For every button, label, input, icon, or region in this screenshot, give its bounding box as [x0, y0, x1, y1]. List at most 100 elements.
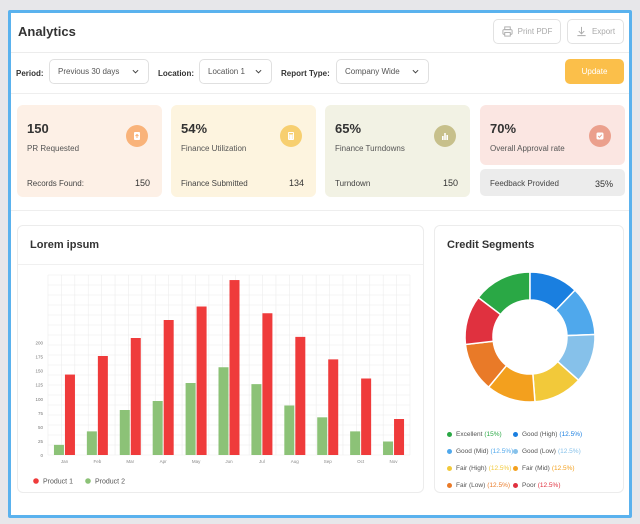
export-label: Export	[591, 27, 616, 36]
stat-foot-label: Records Found:	[27, 179, 84, 188]
download-icon	[577, 26, 586, 37]
legend-label: Fair (High) (12.5%)	[456, 465, 512, 472]
legend-swatch	[447, 449, 452, 454]
stat-foot-value: 35%	[594, 179, 613, 189]
analytics-window: Analytics Print PDF Export Period: Previ…	[8, 10, 632, 518]
legend-percent: (12.5%)	[537, 482, 561, 489]
credit-segments-panel: Credit Segments Excellent (15%) Good (High…	[434, 225, 624, 493]
stat-value: 150	[27, 121, 49, 136]
legend-label: Fair (Mid) (12.5%)	[522, 465, 575, 472]
legend-swatch	[85, 478, 91, 484]
export-button[interactable]: Export	[567, 19, 624, 44]
donut-chart	[464, 272, 596, 403]
location-select[interactable]: Location 1	[199, 59, 272, 84]
page-title: Analytics	[18, 24, 76, 39]
y-tick-label: 125	[35, 383, 43, 388]
chevron-down-icon	[255, 69, 262, 74]
feedback-provided-row: Feedback Provided 35%	[480, 169, 625, 196]
calculator-icon	[280, 125, 302, 147]
bar-product-1	[328, 359, 339, 455]
legend-percent: (15%)	[484, 431, 502, 438]
donut-legend-item: Good (High) (12.5%)	[513, 431, 582, 438]
donut-legend-item: Good (Low) (12.5%)	[513, 448, 581, 455]
legend-label: Good (Mid) (12.5%)	[456, 448, 514, 455]
stat-label: Finance Utilization	[181, 144, 247, 153]
bar-product-1	[130, 338, 141, 455]
print-pdf-button[interactable]: Print PDF	[493, 19, 561, 44]
x-tick-label: May	[192, 459, 201, 464]
stat-card-approval-rate: 70% Overall Approval rate Feedback Provi…	[480, 105, 625, 196]
x-tick-label: Nov	[390, 459, 399, 464]
legend-percent: (12.5%)	[488, 465, 512, 472]
bar-product-1	[361, 378, 372, 455]
bar-chart-icon	[434, 125, 456, 147]
legend-label: Excellent (15%)	[456, 431, 502, 438]
y-tick-label: 0	[40, 453, 43, 458]
donut-legend-item: Fair (Mid) (12.5%)	[513, 465, 575, 472]
stat-label: PR Requested	[27, 144, 80, 153]
panel-divider	[18, 264, 423, 265]
donut-legend-item: Poor (12.5%)	[513, 482, 561, 489]
stat-value: 54%	[181, 121, 208, 136]
legend-swatch	[447, 432, 452, 437]
y-tick-label: 50	[38, 425, 44, 430]
legend-swatch	[447, 466, 452, 471]
chevron-down-icon	[412, 69, 419, 74]
bar-product-2	[350, 431, 361, 455]
top-bar: Analytics Print PDF Export	[11, 13, 629, 53]
bar-product-1	[229, 280, 240, 455]
y-tick-label: 25	[38, 439, 44, 444]
legend-swatch	[447, 483, 452, 488]
bar-product-2	[251, 384, 262, 455]
report-type-select[interactable]: Company Wide	[336, 59, 429, 84]
chevron-down-icon	[132, 69, 139, 74]
donut-legend-item: Excellent (15%)	[447, 431, 502, 438]
update-button[interactable]: Update	[565, 59, 624, 84]
stat-foot-label: Turndown	[335, 179, 371, 188]
bar-product-1	[295, 336, 306, 455]
legend-percent: (12.5%)	[551, 465, 575, 472]
bar-product-2	[383, 441, 394, 455]
bar-product-2	[185, 383, 196, 455]
bar-product-1	[163, 320, 174, 455]
donut-legend-item: Good (Mid) (12.5%)	[447, 448, 513, 455]
bar-product-2	[317, 417, 328, 455]
legend-percent: (12.5%)	[559, 431, 583, 438]
legend-swatch	[33, 478, 39, 484]
bar-chart-title: Lorem ipsum	[30, 239, 100, 251]
period-select[interactable]: Previous 30 days	[49, 59, 149, 84]
bar-product-2	[218, 367, 229, 455]
stat-foot-value: 150	[134, 178, 150, 188]
stat-label: Finance Turndowns	[335, 144, 405, 153]
legend-swatch	[513, 483, 518, 488]
location-value: Location 1	[208, 67, 245, 76]
stat-card-pr-requested: 150 PR Requested Records Found: 150	[17, 105, 162, 197]
legend-label: Good (Low) (12.5%)	[522, 448, 581, 455]
donut-slice	[477, 272, 531, 316]
bar-product-2	[53, 444, 64, 455]
bar-product-1	[262, 313, 273, 455]
credit-segments-title: Credit Segments	[447, 239, 535, 251]
bar-product-2	[284, 405, 295, 455]
stat-foot-value: 134	[288, 178, 304, 188]
bar-product-1	[64, 374, 75, 455]
upload-document-icon	[126, 125, 148, 147]
bar-product-2	[86, 431, 97, 455]
stat-value: 70%	[490, 121, 517, 136]
y-tick-label: 175	[35, 355, 43, 360]
period-label: Period:	[16, 69, 44, 78]
legend-label: Fair (Low) (12.5%)	[456, 482, 511, 489]
legend-label: Good (High) (12.5%)	[522, 431, 583, 438]
legend-label: Product 2	[95, 479, 125, 486]
donut-slice	[464, 296, 502, 346]
y-tick-label: 100	[35, 397, 43, 402]
stat-foot-value: 150	[442, 178, 458, 188]
x-tick-label: Feb	[93, 459, 101, 464]
x-tick-label: Aug	[291, 459, 300, 464]
stat-foot-label: Finance Submitted	[181, 179, 248, 188]
x-tick-label: Jul	[259, 459, 265, 464]
print-pdf-label: Print PDF	[517, 27, 553, 36]
bar-product-2	[119, 410, 130, 455]
x-tick-label: Apr	[160, 459, 168, 464]
stat-label: Overall Approval rate	[490, 144, 565, 153]
